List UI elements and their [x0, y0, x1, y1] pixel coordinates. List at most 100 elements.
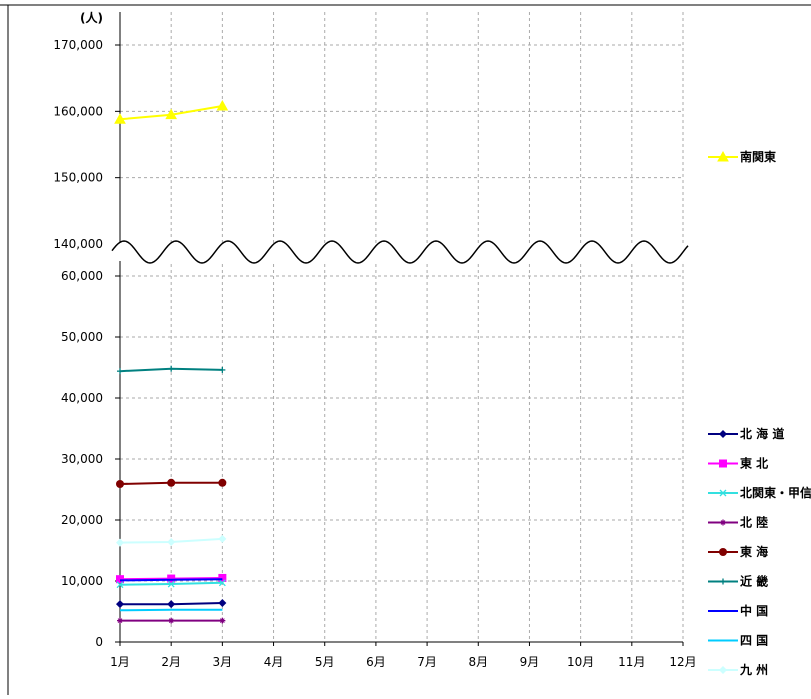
legend-label: 東 北: [740, 456, 768, 471]
series-line: [119, 608, 223, 612]
legend-label: 九 州: [739, 662, 768, 677]
tick-labels: 0 10,000 20,000 30,000 40,000 50,000 60,000 140…: [53, 38, 696, 669]
data-point: [116, 581, 124, 589]
legend-item: 東 北: [708, 456, 768, 471]
legend-label: 北 陸: [740, 515, 768, 530]
data-point: [218, 579, 226, 587]
data-point-stroke: [167, 580, 175, 588]
series-北海道: [116, 598, 227, 609]
x-tick-label: 8月: [468, 655, 488, 669]
data-point: [117, 617, 123, 624]
axis-break-line: [111, 240, 689, 264]
y-unit-label: (人): [80, 10, 103, 25]
legend-label: 四 国: [740, 634, 768, 648]
data-point: [116, 600, 124, 609]
y-tick-label: 10,000: [61, 574, 103, 588]
axis-break-mask: [112, 243, 688, 261]
data-point-stroke: [116, 581, 124, 589]
data-point: [168, 365, 175, 372]
data-point: [116, 538, 124, 547]
series-中国: [119, 578, 223, 582]
axes: [115, 12, 684, 646]
data-point: [717, 150, 729, 162]
data-point: [219, 366, 226, 373]
data-point-stroke: [117, 618, 123, 624]
legend-label: 東 海: [740, 544, 768, 559]
legend-item: 近 畿: [708, 574, 768, 589]
data-point: [219, 617, 226, 624]
data-point-stroke: [719, 489, 727, 497]
x-tick-label: 5月: [315, 655, 335, 669]
y-tick-label: 150,000: [53, 171, 103, 185]
data-point: [117, 368, 123, 375]
legend-label: 北 海 道: [740, 426, 784, 441]
y-tick-label: 60,000: [61, 269, 103, 283]
legend-item: 東 海: [708, 544, 768, 559]
y-tick-label: 140,000: [53, 237, 103, 251]
legend-label: 近 畿: [740, 574, 768, 589]
data-point: [216, 99, 229, 111]
y-tick-label: 40,000: [61, 391, 103, 405]
x-tick-label: 6月: [366, 655, 386, 669]
y-tick-label: 160,000: [53, 104, 103, 118]
y-tick-label: 170,000: [53, 38, 103, 52]
series-九州: [116, 534, 227, 547]
data-point: [167, 580, 175, 588]
data-point-stroke: [720, 520, 726, 525]
series-北陸: [117, 617, 226, 624]
y-tick-label: 30,000: [61, 452, 103, 466]
legend-item: 北 陸: [708, 515, 768, 530]
data-point-stroke: [220, 618, 225, 624]
x-tick-label: 10月: [567, 655, 594, 669]
series-line: [119, 578, 223, 582]
legend-item: 北関東・甲信: [708, 485, 811, 500]
data-point: [218, 598, 227, 607]
data-point: [719, 430, 727, 438]
data-point-stroke: [218, 579, 226, 587]
y-tick-label: 0: [95, 635, 103, 649]
data-point-stroke: [168, 618, 174, 624]
x-tick-label: 7月: [417, 655, 437, 669]
data-point: [114, 113, 126, 124]
data-point: [167, 478, 176, 487]
axis-break-wave: [111, 240, 689, 264]
data-point: [167, 600, 176, 609]
series-東海: [116, 478, 227, 489]
legend-label: 北関東・甲信: [740, 485, 811, 500]
x-tick-label: 3月: [213, 655, 233, 669]
series-東北: [116, 573, 227, 584]
grid-lines: [120, 12, 684, 642]
y-tick-label: 20,000: [61, 513, 103, 527]
legend-item: 南関東: [708, 149, 776, 164]
data-point: [719, 548, 727, 556]
data-point: [719, 489, 727, 497]
series-lines: [114, 99, 229, 624]
legend-label: 中 国: [740, 603, 768, 618]
data-point: [218, 573, 227, 582]
legend-item: 中 国: [708, 603, 768, 618]
data-point: [719, 459, 727, 468]
data-point: [218, 478, 227, 487]
legend-item: 四 国: [708, 634, 768, 648]
data-point: [168, 617, 175, 624]
data-point: [720, 519, 726, 526]
series-近畿: [117, 365, 226, 375]
x-tick-label: 2月: [161, 655, 181, 669]
data-point: [167, 574, 176, 583]
data-point: [719, 666, 727, 674]
series-南関東: [114, 99, 229, 124]
legend-item: 九 州: [708, 662, 768, 677]
x-tick-label: 9月: [520, 655, 540, 669]
data-point: [720, 578, 726, 585]
x-tick-label: 11月: [618, 655, 645, 669]
data-point: [218, 534, 227, 543]
x-tick-label: 4月: [264, 655, 284, 669]
legend-label: 南関東: [740, 149, 776, 164]
y-tick-label: 50,000: [61, 330, 103, 344]
x-tick-label: 1月: [110, 655, 130, 669]
data-point: [116, 480, 124, 489]
x-tick-label: 12月: [669, 655, 696, 669]
